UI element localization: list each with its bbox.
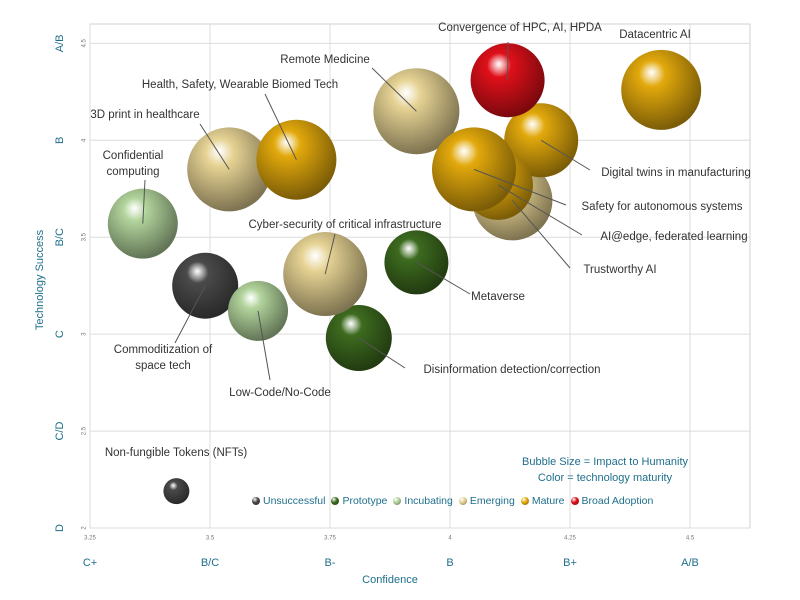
y-tick-label: 3.5 — [82, 232, 88, 241]
leader-line — [358, 337, 406, 369]
leader-line — [416, 261, 471, 295]
y-tick-label: 2.5 — [82, 426, 88, 435]
annotation: Bubble Size = Impact to Humanity — [522, 456, 688, 468]
y-grade-label: B/C — [54, 228, 66, 246]
bubble-label: Metaverse — [471, 291, 525, 303]
x-tick-label: 3.25 — [84, 536, 96, 542]
bubble — [107, 188, 178, 259]
y-grade-label: C — [54, 330, 66, 338]
legend-label: Unsuccessful — [263, 495, 326, 507]
leader-line — [540, 139, 591, 171]
leader-line — [174, 285, 206, 344]
bubble-label: Disinformation detection/correction — [423, 364, 601, 376]
x-grade-label: B- — [325, 557, 336, 569]
leader-line — [512, 200, 571, 269]
legend-swatch — [331, 497, 340, 505]
leader-line — [257, 310, 271, 381]
y-tick-label: 2 — [82, 526, 88, 530]
legend-item: Incubating — [393, 495, 453, 507]
legend-item: Emerging — [458, 495, 515, 507]
y-tick-label: 4 — [82, 138, 88, 142]
bubble-label: 3D print in healthcare — [90, 109, 200, 121]
y-grade-label: B — [54, 137, 66, 144]
bubble-label: Non-fungible Tokens (NFTs) — [104, 447, 248, 459]
x-tick-label: 3.75 — [324, 536, 336, 542]
legend-label: Incubating — [404, 495, 453, 507]
legend-label: Mature — [531, 495, 565, 507]
y-grade-label: C/D — [54, 422, 66, 441]
legend-item: Broad Adoption — [570, 495, 654, 507]
leader-line — [497, 184, 583, 236]
y-grade-label: D — [54, 524, 66, 532]
bubble-label: Safety for autonomous systems — [581, 201, 743, 213]
y-tick-label: 3 — [82, 332, 88, 336]
bubble-label: AI@edge, federated learning — [600, 231, 748, 243]
bubble — [470, 43, 545, 118]
legend: Unsuccessful Prototype Incubating Emerging M… — [252, 495, 653, 507]
x-grade-label: C+ — [83, 557, 97, 569]
bubble-label: Remote Medicine — [280, 54, 370, 66]
legend-swatch — [252, 497, 260, 505]
x-grade-label: A/B — [681, 557, 699, 569]
legend-swatch — [458, 497, 467, 505]
legend-swatch — [570, 497, 579, 505]
y-grade-label: A/B — [54, 35, 66, 53]
x-grade-label: B/C — [201, 557, 219, 569]
leader-line — [142, 179, 146, 224]
bubble-label: Commoditization of space tech — [113, 344, 213, 372]
legend-swatch — [520, 497, 529, 505]
annotation: Color = technology maturity — [537, 472, 673, 484]
leader-line — [473, 168, 567, 206]
legend-item: Unsuccessful — [252, 495, 325, 507]
x-axis-title: Confidence — [362, 574, 418, 586]
legend-swatch — [393, 497, 402, 505]
leader-line — [199, 123, 230, 170]
legend-label: Emerging — [469, 495, 515, 507]
x-tick-label: 3.5 — [206, 536, 215, 542]
legend-item: Mature — [520, 495, 565, 507]
legend-item: Prototype — [331, 495, 387, 507]
bubble-label: Low-Code/No-Code — [229, 387, 331, 399]
legend-label: Broad Adoption — [581, 495, 654, 507]
legend-label: Prototype — [342, 495, 388, 507]
y-axis-title: Technology Success — [34, 229, 46, 330]
bubble-label: Digital twins in manufacturing — [601, 167, 751, 179]
leader-line — [371, 67, 417, 112]
y-tick-label: 4.5 — [82, 39, 88, 48]
bubble — [187, 127, 272, 212]
x-tick-label: 4 — [448, 536, 452, 542]
bubble-label: Cyber-security of critical infrastructur… — [248, 219, 442, 231]
bubble-label: Confidential computing — [102, 150, 164, 178]
bubble — [163, 478, 190, 505]
leaders — [142, 41, 591, 381]
bubble-label: Datacentric AI — [619, 29, 691, 41]
leader-line — [264, 93, 297, 160]
bubble — [621, 49, 702, 130]
bubble-label: Health, Safety, Wearable Biomed Tech — [141, 79, 339, 91]
leader-line — [324, 233, 336, 275]
bubble-label: Trustworthy AI — [583, 264, 657, 276]
x-tick-label: 4.5 — [686, 536, 695, 542]
bubble-label: Convergence of HPC, AI, HPDA — [438, 22, 602, 34]
x-grade-label: B+ — [563, 557, 577, 569]
x-grade-label: B — [446, 557, 453, 569]
x-tick-label: 4.25 — [564, 536, 576, 542]
